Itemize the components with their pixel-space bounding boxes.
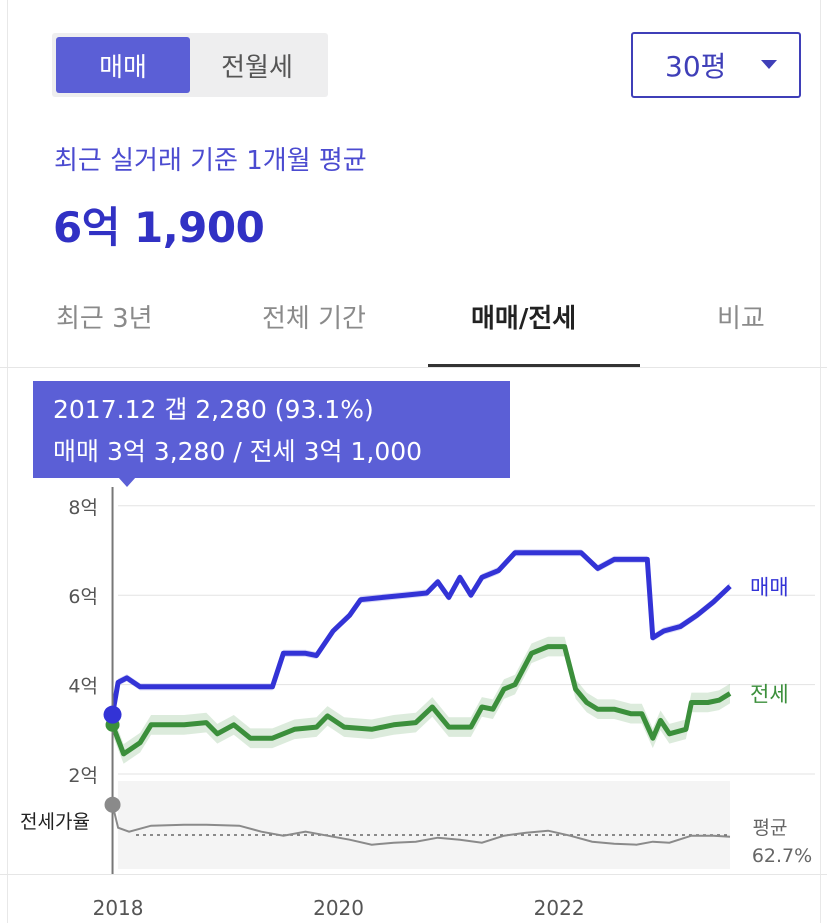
x-tick-label: 2020 bbox=[313, 896, 364, 920]
y-tick-label: 4억 bbox=[68, 676, 98, 698]
ratio-average-label: 평균 bbox=[753, 817, 788, 839]
tab-recent-3-years[interactable]: 최근 3년 bbox=[56, 304, 153, 334]
active-tab-indicator bbox=[428, 364, 640, 367]
average-price: 6억 1,900 bbox=[53, 203, 265, 252]
price-subtitle: 최근 실거래 기준 1개월 평균 bbox=[54, 146, 367, 176]
sale-range-band bbox=[112, 549, 730, 719]
tooltip-price-line: 매매 3억 3,280 / 전세 3억 1,000 bbox=[53, 437, 423, 466]
tabs-divider bbox=[0, 367, 827, 368]
right-border bbox=[820, 0, 821, 923]
y-tick-label: 6억 bbox=[68, 586, 98, 608]
ratio-label: 전세가율 bbox=[20, 811, 90, 833]
caret-down-icon bbox=[761, 60, 777, 69]
sale-legend-label: 매매 bbox=[750, 575, 789, 599]
y-tick-label: 2억 bbox=[68, 765, 98, 787]
jeonse-range-band bbox=[112, 636, 730, 764]
left-border bbox=[7, 0, 8, 923]
size-dropdown[interactable]: 30평 bbox=[631, 32, 801, 98]
tooltip-pointer bbox=[118, 477, 136, 487]
axis-divider bbox=[0, 874, 827, 875]
jeonse-series-line bbox=[110, 644, 732, 757]
ratio-series-line bbox=[111, 804, 731, 846]
tooltip-gap-line: 2017.12 갭 2,280 (93.1%) bbox=[53, 395, 374, 424]
ratio-highlight-point bbox=[104, 796, 121, 813]
tab-compare[interactable]: 비교 bbox=[717, 304, 765, 334]
tab-all-period[interactable]: 전체 기간 bbox=[262, 304, 366, 334]
jeonse-legend-label: 전세 bbox=[750, 683, 789, 707]
size-dropdown-value: 30평 bbox=[665, 50, 727, 83]
trade-type-toggle: 매매 전월세 bbox=[52, 33, 328, 97]
tab-sale-jeonse[interactable]: 매매/전세 bbox=[471, 304, 577, 334]
chart-tooltip: 2017.12 갭 2,280 (93.1%) 매매 3억 3,280 / 전세… bbox=[33, 381, 510, 478]
toggle-jeonse-button[interactable]: 전월세 bbox=[190, 37, 324, 93]
ratio-average-value: 62.7% bbox=[752, 845, 812, 867]
y-tick-label: 8억 bbox=[68, 497, 98, 519]
sale-series-line bbox=[110, 550, 732, 715]
sale-highlight-point bbox=[103, 705, 122, 724]
toggle-sale-button[interactable]: 매매 bbox=[56, 37, 190, 93]
x-tick-label: 2022 bbox=[534, 896, 585, 920]
x-tick-label: 2018 bbox=[93, 896, 144, 920]
